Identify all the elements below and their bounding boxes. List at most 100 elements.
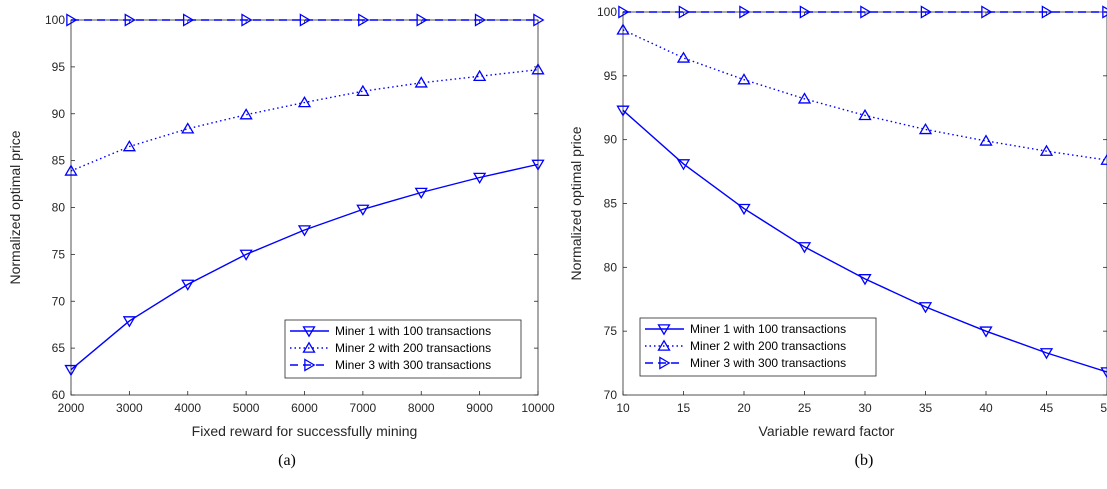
data-point-miner-2 xyxy=(797,92,812,104)
x-tick-label: 3000 xyxy=(116,401,143,415)
data-point-miner-2 xyxy=(918,122,933,135)
y-tick-label: 65 xyxy=(52,341,66,355)
y-tick-label: 70 xyxy=(52,294,66,308)
legend-marker-miner-1 xyxy=(657,324,671,336)
data-point-miner-1 xyxy=(531,159,545,171)
series-line-miner-1 xyxy=(622,109,1107,373)
data-point-miner-1 xyxy=(64,364,78,377)
x-tick-label: 7000 xyxy=(350,401,377,415)
data-point-miner-2 xyxy=(472,69,487,82)
data-point-miner-3 xyxy=(981,5,993,19)
y-tick-label: 80 xyxy=(604,260,618,274)
chart-b: 10 15 20 25 30 35 40 45 50 70 75 80 85 90 95 100 Variabl… xyxy=(568,5,1107,469)
data-point-miner-2 xyxy=(297,95,312,108)
data-point-miner-1 xyxy=(676,159,691,171)
data-point-miner-1 xyxy=(1039,348,1054,360)
legend-box xyxy=(284,319,522,379)
data-point-miner-1 xyxy=(122,316,137,328)
legend-entry-miner-3: Miner 3 with 300 transactions xyxy=(335,358,491,372)
chart-a: 2000 3000 4000 5000 6000 7000 8000 9000 10000 60 6… xyxy=(7,13,555,469)
y-tick-label: 90 xyxy=(604,133,618,147)
data-point-miner-1 xyxy=(181,279,195,291)
x-axis-label: Fixed reward for successfully mining xyxy=(192,423,418,439)
series-line-miner-2 xyxy=(70,68,539,172)
legend-marker-miner-2 xyxy=(302,341,316,353)
data-point-miner-2 xyxy=(737,73,751,85)
data-point-miner-3 xyxy=(182,13,195,27)
y-tick-label: 85 xyxy=(604,197,618,211)
figure-caption: (b) xyxy=(855,452,874,469)
y-tick-label: 80 xyxy=(52,201,66,215)
x-tick-label: 8000 xyxy=(408,401,435,415)
y-tick-label: 100 xyxy=(45,13,65,27)
y-tick-label: 70 xyxy=(604,388,618,402)
data-point-miner-2 xyxy=(858,108,872,121)
data-point-miner-1 xyxy=(414,187,428,200)
x-tick-label: 25 xyxy=(798,401,812,415)
x-tick-label: 30 xyxy=(858,401,872,415)
x-tick-label: 15 xyxy=(677,401,691,415)
data-point-miner-2 xyxy=(531,63,545,75)
data-point-miner-2 xyxy=(616,23,630,35)
x-tick-label: 35 xyxy=(919,401,933,415)
y-tick-label: 85 xyxy=(52,154,66,168)
y-axis-label: Normalized optimal price xyxy=(568,126,584,280)
x-tick-label: 40 xyxy=(979,401,993,415)
y-tick-label: 95 xyxy=(52,60,66,74)
series-line-miner-2 xyxy=(622,29,1107,161)
data-point-miner-3 xyxy=(618,5,630,19)
legend-entry-miner-2: Miner 2 with 200 transactions xyxy=(690,339,846,353)
data-point-miner-1 xyxy=(239,249,253,261)
data-point-miner-3 xyxy=(124,13,136,27)
legend-marker-miner-3 xyxy=(304,358,316,372)
y-tick-label: 90 xyxy=(52,107,66,121)
data-point-miner-3 xyxy=(678,5,691,19)
data-point-miner-3 xyxy=(416,13,428,27)
y-tick-label: 60 xyxy=(52,388,66,402)
data-point-miner-3 xyxy=(1102,5,1107,19)
data-point-miner-1 xyxy=(797,242,812,254)
x-tick-label: 4000 xyxy=(174,401,201,415)
y-tick-label: 75 xyxy=(604,324,618,338)
data-point-miner-3 xyxy=(533,13,545,27)
series-line-miner-1 xyxy=(70,163,539,371)
data-point-miner-2 xyxy=(181,122,195,134)
data-point-miner-3 xyxy=(241,13,253,27)
x-tick-label: 45 xyxy=(1040,401,1054,415)
data-point-miner-2 xyxy=(64,164,78,176)
x-axis-label: Variable reward factor xyxy=(759,423,895,439)
x-tick-label: 20 xyxy=(737,401,751,415)
y-axis-label: Normalized optimal price xyxy=(7,130,23,284)
legend-marker-miner-3 xyxy=(659,356,671,370)
legend-box xyxy=(639,317,877,377)
x-tick-label: 2000 xyxy=(58,401,85,415)
data-point-miner-1 xyxy=(297,225,312,237)
data-point-miner-3 xyxy=(358,13,370,27)
data-point-miner-1 xyxy=(1100,367,1107,379)
data-point-miner-1 xyxy=(737,203,751,216)
data-point-miner-2 xyxy=(414,76,428,88)
y-tick-label: 75 xyxy=(52,247,66,261)
legend: Miner 1 with 100 transactions Miner 2 wit… xyxy=(284,319,522,379)
data-point-miner-3 xyxy=(860,5,872,19)
data-point-miner-3 xyxy=(299,13,312,27)
legend-entry-miner-2: Miner 2 with 200 transactions xyxy=(335,341,491,355)
legend-entry-miner-1: Miner 1 with 100 transactions xyxy=(335,324,491,338)
data-point-miner-2 xyxy=(1100,153,1107,165)
legend-marker-miner-1 xyxy=(302,326,316,338)
data-point-miner-2 xyxy=(239,108,253,120)
data-point-miner-1 xyxy=(356,204,370,216)
data-point-miner-1 xyxy=(472,172,487,185)
legend-entry-miner-3: Miner 3 with 300 transactions xyxy=(690,356,846,370)
data-point-miner-3 xyxy=(66,13,78,27)
data-point-miner-3 xyxy=(1041,5,1054,19)
data-point-miner-3 xyxy=(799,5,812,19)
data-point-miner-1 xyxy=(979,326,993,338)
data-point-miner-3 xyxy=(920,5,933,19)
data-point-miner-2 xyxy=(676,51,691,63)
y-tick-label: 100 xyxy=(597,5,617,19)
data-point-miner-3 xyxy=(739,5,751,19)
figure-caption: (a) xyxy=(278,452,296,469)
legend-marker-miner-2 xyxy=(657,339,671,351)
